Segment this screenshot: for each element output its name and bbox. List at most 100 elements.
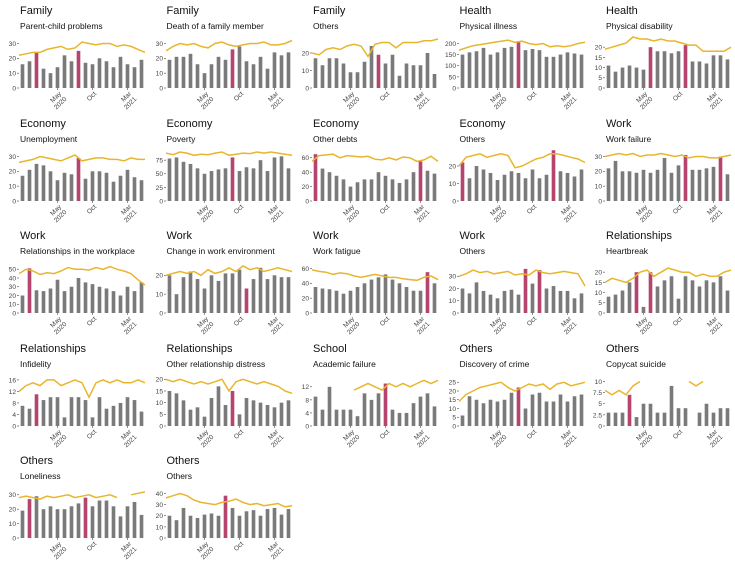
trend-line xyxy=(19,265,146,286)
bar xyxy=(27,61,32,88)
bar xyxy=(125,506,130,538)
bar xyxy=(97,58,102,88)
panel-category: Work xyxy=(606,117,632,130)
y-tick-label: 5 xyxy=(598,75,602,82)
y-tick-label: 20 xyxy=(595,45,603,52)
bar xyxy=(132,399,137,426)
svg-text:Oct: Oct xyxy=(525,315,537,327)
y-tick-label: 0 xyxy=(452,423,456,430)
bar xyxy=(390,409,395,426)
x-tick-label: Oct xyxy=(86,203,98,215)
trend-line xyxy=(165,492,292,508)
bar xyxy=(334,290,339,313)
bar xyxy=(237,515,241,538)
bar xyxy=(341,409,346,426)
bar xyxy=(272,507,276,538)
bar xyxy=(565,401,569,426)
highlight-bar xyxy=(76,157,81,201)
x-tick-label: Oct xyxy=(672,428,684,440)
y-tick-label: 10 xyxy=(9,302,17,309)
y-tick-label: 30 xyxy=(448,274,456,281)
bar xyxy=(41,291,46,313)
bar xyxy=(90,506,95,538)
bar xyxy=(467,52,471,88)
bar xyxy=(369,46,374,88)
x-tick-label: Oct xyxy=(232,203,244,215)
bar xyxy=(139,514,144,538)
bar xyxy=(188,409,192,426)
chart-panel: Family Death of a family member 0 10 20 30 May… xyxy=(147,5,293,117)
y-tick-label: 40 xyxy=(302,281,310,288)
bar xyxy=(230,507,234,538)
bar xyxy=(404,63,409,88)
bar xyxy=(634,67,639,88)
y-tick-label: 0 xyxy=(159,423,163,430)
chart-panel: Others Others 0 10 20 30 40 May 2020 Oct Mar 2021 xyxy=(147,455,293,567)
y-tick-label: 0 xyxy=(598,85,602,92)
bar xyxy=(502,47,506,88)
bar xyxy=(432,283,437,313)
panel-subcategory: Infidelity xyxy=(20,358,52,369)
bar xyxy=(97,286,102,313)
bar xyxy=(195,406,199,426)
bar xyxy=(488,54,492,88)
y-tick-label: 20 xyxy=(9,168,17,175)
bar xyxy=(348,409,353,426)
bar xyxy=(690,61,695,88)
y-tick-label: 0 xyxy=(12,535,16,542)
y-tick-label: 25 xyxy=(448,379,456,386)
trend-line xyxy=(19,153,145,163)
panel-category: Work xyxy=(459,230,485,242)
bar xyxy=(369,279,374,313)
highlight-bar xyxy=(34,393,39,426)
y-tick-label: 0 xyxy=(12,310,16,317)
svg-text:Oct: Oct xyxy=(525,203,537,215)
x-tick-label: Oct xyxy=(86,315,98,327)
bar xyxy=(334,175,339,201)
y-tick-label: 200 xyxy=(444,41,455,48)
panel-category: Economy xyxy=(20,117,66,130)
chart-panel: School Academic failure 0 4 8 12 May 2020 Oct Mar… xyxy=(293,343,439,455)
bar xyxy=(286,509,290,538)
y-tick-label: 30 xyxy=(9,153,17,160)
bar xyxy=(174,392,178,426)
bar xyxy=(118,295,123,313)
bar xyxy=(641,403,646,426)
panel-category: Work xyxy=(313,230,339,242)
bar xyxy=(474,165,478,201)
bar xyxy=(202,416,206,426)
chart-panel: Health Physical disability 0 5 10 15 20 May 2020… xyxy=(586,5,732,117)
bar xyxy=(558,394,562,426)
y-tick-label: 30 xyxy=(155,41,163,48)
bar xyxy=(69,286,74,313)
y-tick-label: 16 xyxy=(9,377,17,384)
bar xyxy=(62,55,67,88)
bar xyxy=(620,67,625,88)
bar xyxy=(411,290,416,313)
bar xyxy=(244,61,248,88)
highlight-bar xyxy=(418,160,423,201)
bar xyxy=(418,396,423,426)
bar xyxy=(669,276,674,313)
bar xyxy=(467,395,471,426)
y-tick-label: 30 xyxy=(595,153,603,160)
bar xyxy=(558,54,562,88)
bar xyxy=(369,178,374,201)
bar xyxy=(348,72,353,88)
bar xyxy=(613,412,618,426)
bar xyxy=(418,65,423,88)
y-tick-label: 40 xyxy=(9,275,17,282)
svg-text:Oct: Oct xyxy=(86,315,98,327)
bar xyxy=(320,288,325,313)
bar xyxy=(481,47,485,88)
